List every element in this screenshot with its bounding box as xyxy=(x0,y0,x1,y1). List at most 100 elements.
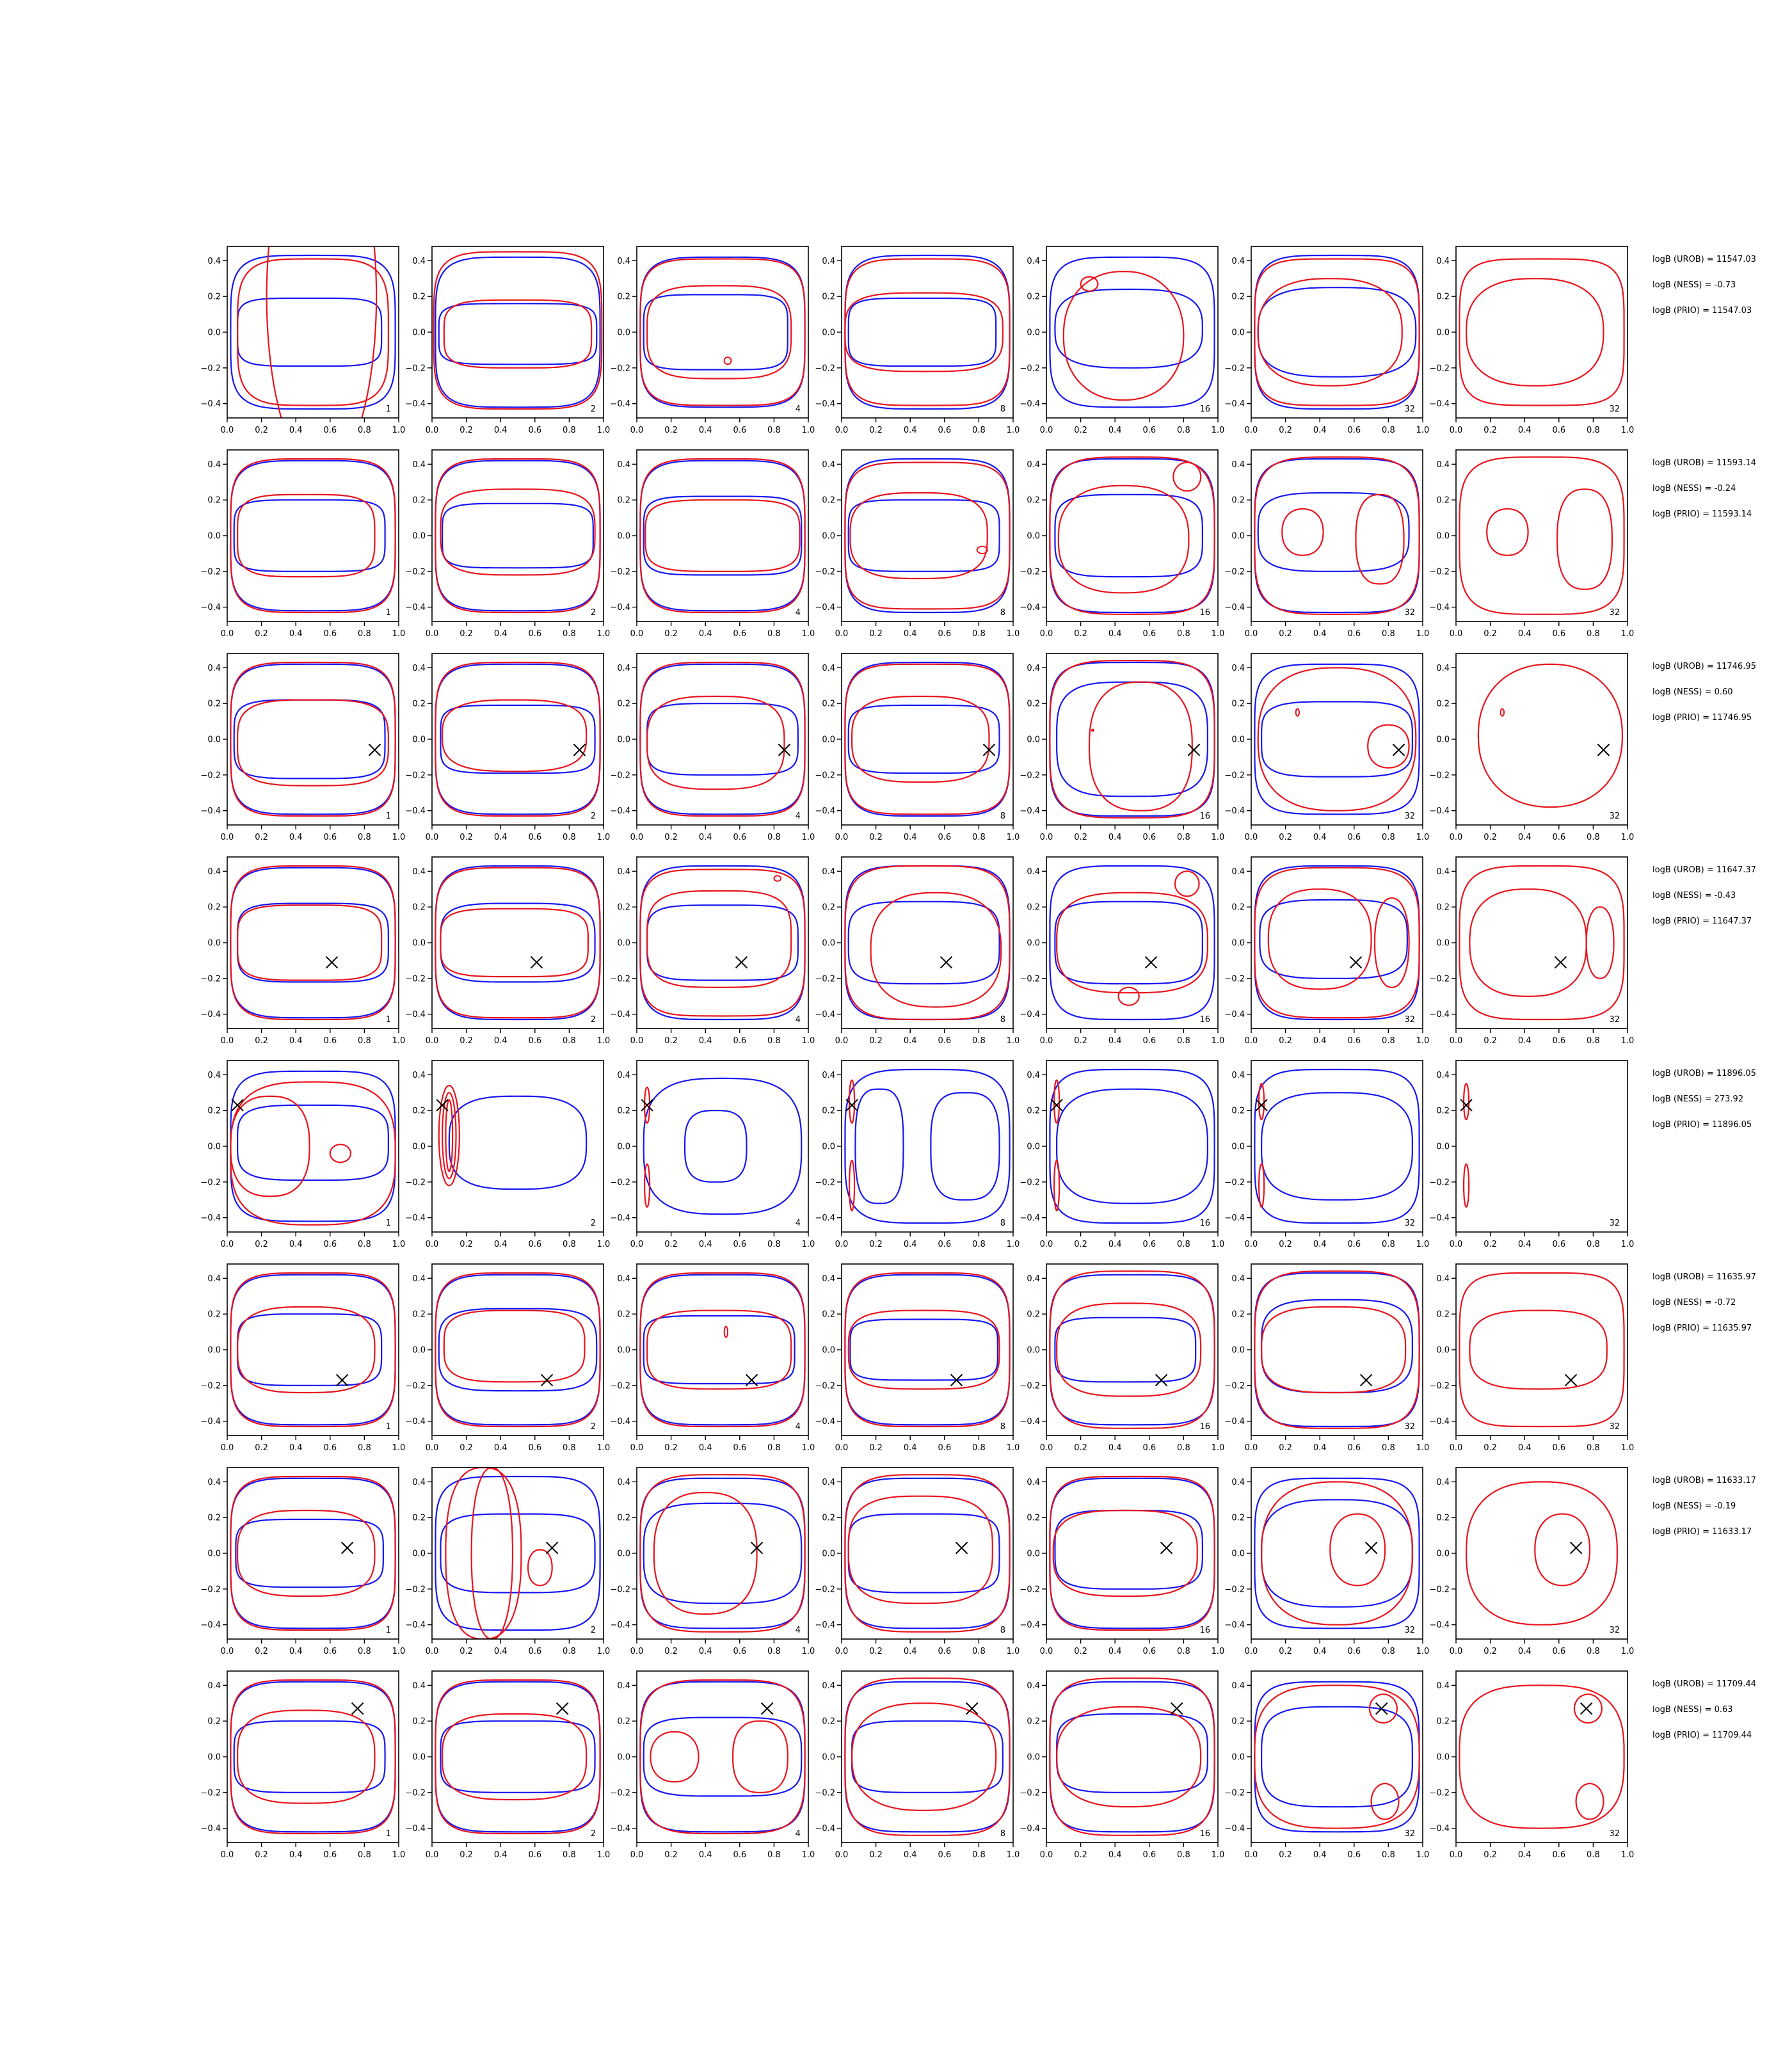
x-tick-label: 0.2 xyxy=(1074,1850,1087,1860)
contour-panel: 0.0 0.2 0.4 0.6 0.8 1.0 −0.4 −0.2 0.0 0.2 0.4 4 xyxy=(610,1670,815,1860)
x-tick-label: 0.2 xyxy=(255,1443,268,1453)
x-tick-label: 0.2 xyxy=(664,1443,678,1453)
x-tick-label: 0.2 xyxy=(664,426,678,435)
y-tick-label: 0.4 xyxy=(1027,1681,1040,1691)
plot-area xyxy=(844,1068,1011,1224)
axes-frame xyxy=(841,246,1014,419)
blue-contour xyxy=(844,1274,1011,1426)
x-tick-label: 0.8 xyxy=(972,426,986,435)
blue-contour xyxy=(236,1313,383,1386)
y-tick-label: 0.0 xyxy=(1027,1549,1040,1559)
y-tick-label: 0.0 xyxy=(1231,1142,1245,1152)
x-tick-label: 1.0 xyxy=(392,1443,406,1453)
red-contour xyxy=(870,892,1002,1008)
x-tick-label: 0.2 xyxy=(869,426,883,435)
y-tick-label: −0.2 xyxy=(1224,364,1245,373)
red-contour xyxy=(646,890,792,988)
x-marker xyxy=(750,1541,764,1555)
x-tick-label: 0.2 xyxy=(460,1036,473,1046)
blue-contour xyxy=(435,865,601,1021)
x-tick-label: 0.0 xyxy=(835,426,849,435)
x-tick-label: 0.0 xyxy=(1450,1240,1463,1249)
axes-frame xyxy=(431,1263,604,1436)
y-tick-label: 0.4 xyxy=(617,1071,630,1080)
red-contour xyxy=(435,1272,601,1428)
red-contour xyxy=(1370,1782,1400,1820)
x-tick-label: 0.4 xyxy=(494,1036,508,1046)
x-tick-label: 0.2 xyxy=(1484,1647,1497,1656)
y-tick-label: −0.4 xyxy=(1429,399,1450,409)
blue-contour xyxy=(847,704,1000,774)
plot-area xyxy=(435,1272,601,1428)
plot-area xyxy=(844,1474,1011,1633)
x-tick-label: 1.0 xyxy=(392,1850,406,1860)
x-tick-label: 0.4 xyxy=(699,1036,712,1046)
red-contour xyxy=(236,258,390,406)
logb-annotation: logB (NESS) = -0.73 xyxy=(1652,280,1736,290)
contour-panel: 0.0 0.2 0.4 0.6 0.8 1.0 −0.4 −0.2 0.0 0.2 0.4 4 xyxy=(610,246,815,435)
x-marker xyxy=(641,1099,653,1112)
blue-contour xyxy=(684,1110,748,1183)
y-tick-label: 0.0 xyxy=(822,1142,835,1152)
blue-contour xyxy=(639,256,806,408)
x-tick-label: 0.0 xyxy=(426,1036,439,1046)
x-tick-label: 0.8 xyxy=(1587,1443,1600,1453)
y-tick-label: −0.2 xyxy=(610,974,630,984)
red-contour xyxy=(1459,456,1625,615)
blue-contour xyxy=(1049,1068,1215,1224)
y-tick-label: 0.0 xyxy=(412,1549,426,1559)
y-tick-label: 0.4 xyxy=(1231,1478,1245,1487)
red-contour xyxy=(1260,1481,1414,1626)
blue-contour xyxy=(440,1513,596,1594)
x-tick-label: 0.4 xyxy=(904,629,917,639)
plot-area xyxy=(844,458,1011,614)
red-contour xyxy=(1258,1083,1265,1121)
y-tick-label: −0.2 xyxy=(200,974,221,984)
y-tick-label: 0.0 xyxy=(1231,939,1245,948)
blue-contour xyxy=(235,1518,385,1588)
x-tick-label: 0.6 xyxy=(1347,1647,1361,1656)
x-tick-label: 1.0 xyxy=(597,1036,611,1046)
x-tick-label: 0.6 xyxy=(938,1850,951,1860)
x-tick-label: 0.6 xyxy=(1142,1443,1156,1453)
y-tick-label: −0.4 xyxy=(200,1010,221,1020)
plot-area xyxy=(1254,254,1420,410)
x-tick-label: 0.0 xyxy=(426,1240,439,1249)
axes-frame xyxy=(636,1467,809,1640)
x-tick-label: 0.6 xyxy=(733,1850,746,1860)
logb-annotation: logB (UROB) = 11635.97 xyxy=(1652,1272,1756,1282)
x-tick-label: 0.8 xyxy=(1382,1850,1395,1860)
red-contour xyxy=(1049,1270,1215,1429)
x-marker xyxy=(556,1702,569,1715)
blue-contour xyxy=(438,303,598,365)
y-tick-label: 0.4 xyxy=(822,867,835,877)
blue-contour xyxy=(639,865,806,1021)
axes-frame xyxy=(841,1467,1014,1640)
red-contour xyxy=(443,299,593,369)
x-tick-label: 1.0 xyxy=(1416,629,1430,639)
red-contour xyxy=(1367,724,1410,769)
red-contour xyxy=(646,695,785,790)
contour-panel: 0.0 0.2 0.4 0.6 0.8 1.0 −0.4 −0.2 0.0 0.2 0.4 2 xyxy=(405,653,610,842)
axes-frame xyxy=(1251,653,1423,826)
x-tick-label: 0.8 xyxy=(358,629,371,639)
x-tick-label: 0.0 xyxy=(221,426,234,435)
x-tick-label: 0.6 xyxy=(733,1443,746,1453)
y-tick-label: −0.4 xyxy=(1429,1824,1450,1834)
red-contour xyxy=(527,1549,553,1587)
y-tick-label: 0.0 xyxy=(1027,735,1040,745)
y-tick-label: 0.4 xyxy=(1436,1681,1450,1691)
contour-panel: 0.0 0.2 0.4 0.6 0.8 1.0 −0.4 −0.2 0.0 0.2 0.4 16 xyxy=(1020,246,1224,435)
panel-index-label: 8 xyxy=(1000,608,1005,618)
plot-area xyxy=(1049,256,1215,408)
y-tick-label: 0.4 xyxy=(1231,460,1245,470)
red-contour xyxy=(644,499,801,572)
logb-annotation: logB (PRIO) = 11633.17 xyxy=(1652,1527,1752,1537)
x-tick-label: 0.8 xyxy=(1587,833,1600,842)
red-contour xyxy=(1254,258,1420,406)
y-tick-label: 0.0 xyxy=(1231,735,1245,745)
x-marker xyxy=(1349,956,1363,969)
x-tick-label: 1.0 xyxy=(1416,1240,1430,1249)
x-tick-label: 0.2 xyxy=(869,1647,883,1656)
figure-row: 0.0 0.2 0.4 0.6 0.8 1.0−0.4−0.20.00.20.410.0 0… xyxy=(200,856,1756,1046)
